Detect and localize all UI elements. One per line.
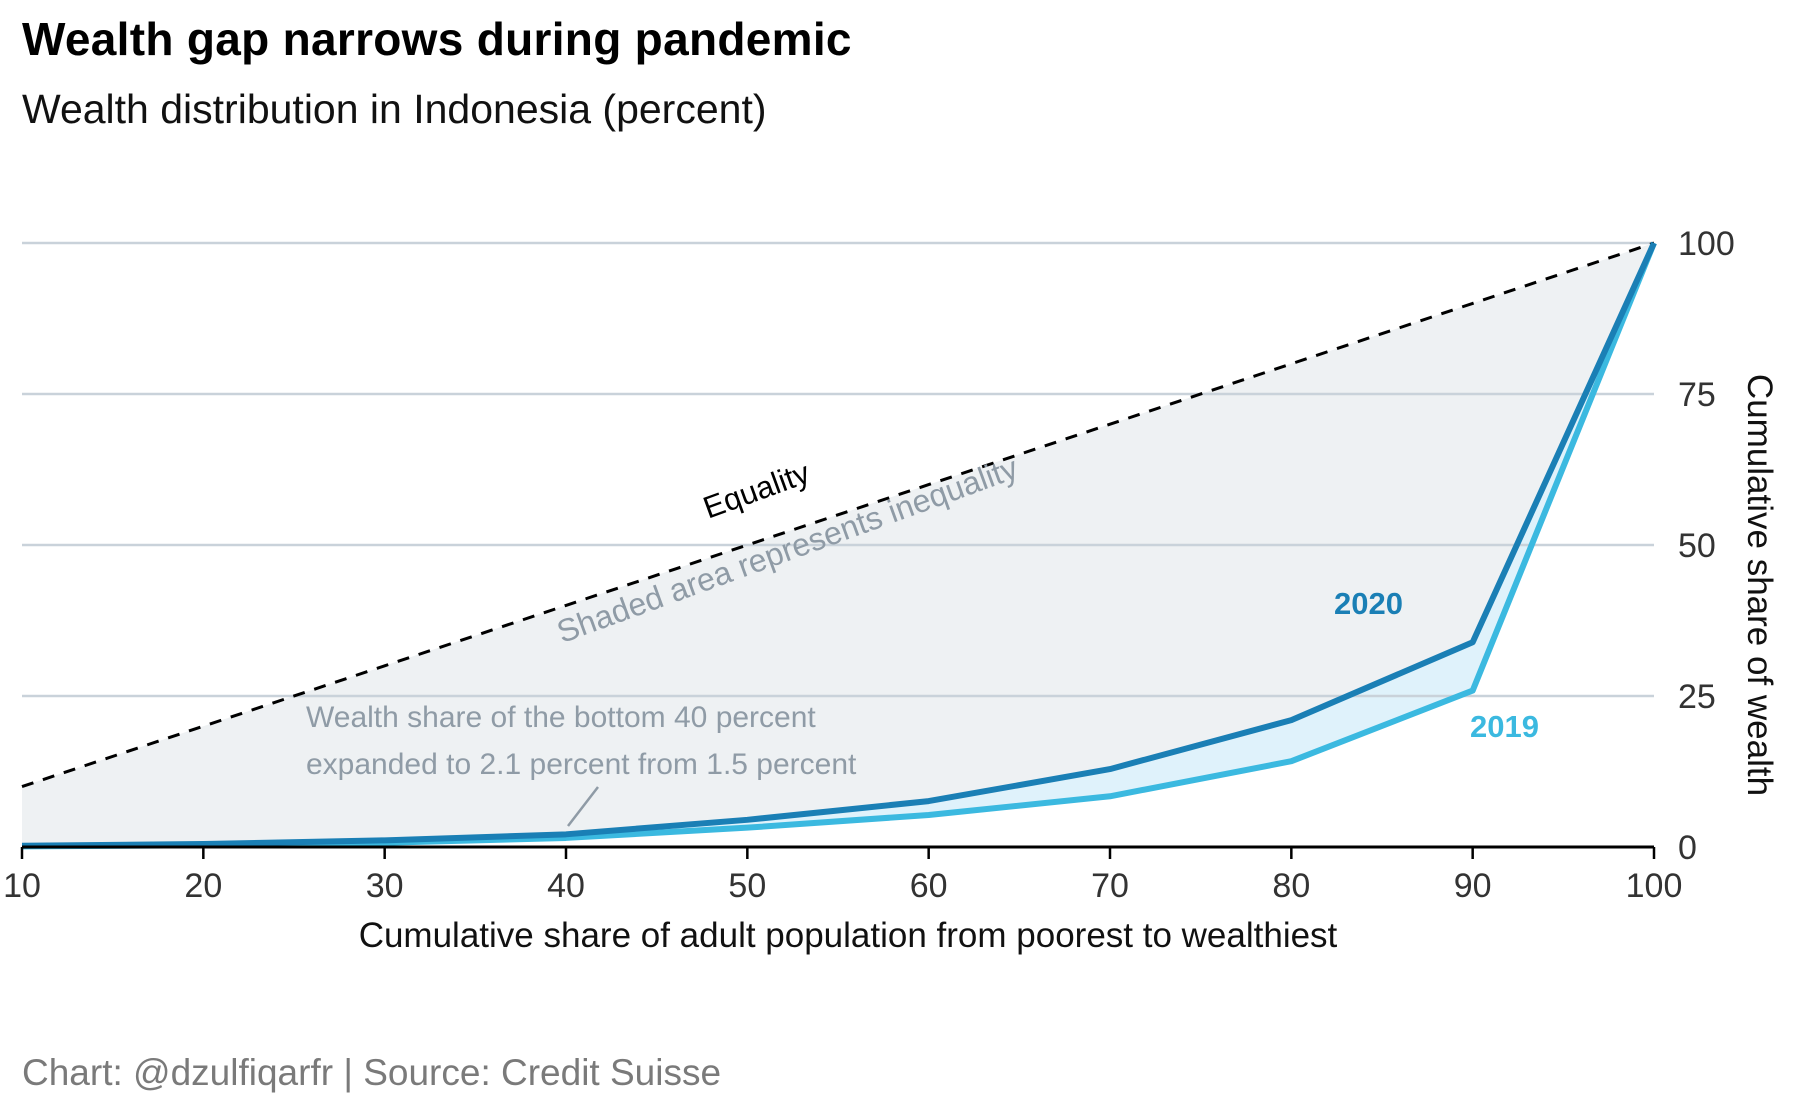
x-tick-label: 40 xyxy=(547,867,585,905)
x-tick-label: 100 xyxy=(1626,867,1683,905)
bottom40-annotation-pointer xyxy=(567,786,599,827)
x-axis-title: Cumulative share of adult population fro… xyxy=(359,916,1338,955)
x-tick-label: 60 xyxy=(910,867,948,905)
chart-caption: Chart: @dzulfiqarfr | Source: Credit Sui… xyxy=(22,1052,722,1093)
x-tick-label: 30 xyxy=(366,867,404,905)
chart-subtitle: Wealth distribution in Indonesia (percen… xyxy=(22,86,767,132)
equality-line xyxy=(21,241,1655,789)
chart-title: Wealth gap narrows during pandemic xyxy=(22,13,852,65)
bottom40-annotation-line2: expanded to 2.1 percent from 1.5 percent xyxy=(306,748,857,781)
x-tick-label: 20 xyxy=(184,867,222,905)
y-tick-label: 100 xyxy=(1678,225,1735,263)
x-tick-label: 50 xyxy=(728,867,766,905)
series-label-2020: 2020 xyxy=(1334,586,1403,621)
x-tick-label: 90 xyxy=(1454,867,1492,905)
y-axis-title: Cumulative share of wealth xyxy=(1740,374,1779,796)
x-tick-label: 80 xyxy=(1272,867,1310,905)
y-tick-label: 75 xyxy=(1678,376,1716,414)
series-label-2019: 2019 xyxy=(1470,709,1539,744)
axis-layer: 0 25 50 75 100 10 20 30 40 50 60 70 80 90 100 Cumulativ… xyxy=(3,225,1779,955)
series-layer xyxy=(21,241,1657,850)
bottom40-annotation-line1: Wealth share of the bottom 40 percent xyxy=(306,701,816,734)
grid-layer xyxy=(22,241,1654,698)
x-tick-label: 10 xyxy=(3,867,41,905)
y-tick-label: 25 xyxy=(1678,678,1716,716)
equality-label: Equality xyxy=(699,455,815,526)
y-tick-label: 50 xyxy=(1678,527,1716,565)
y-tick-label: 0 xyxy=(1678,829,1697,867)
x-tick-label: 70 xyxy=(1091,867,1129,905)
series-2020-line xyxy=(21,241,1657,849)
